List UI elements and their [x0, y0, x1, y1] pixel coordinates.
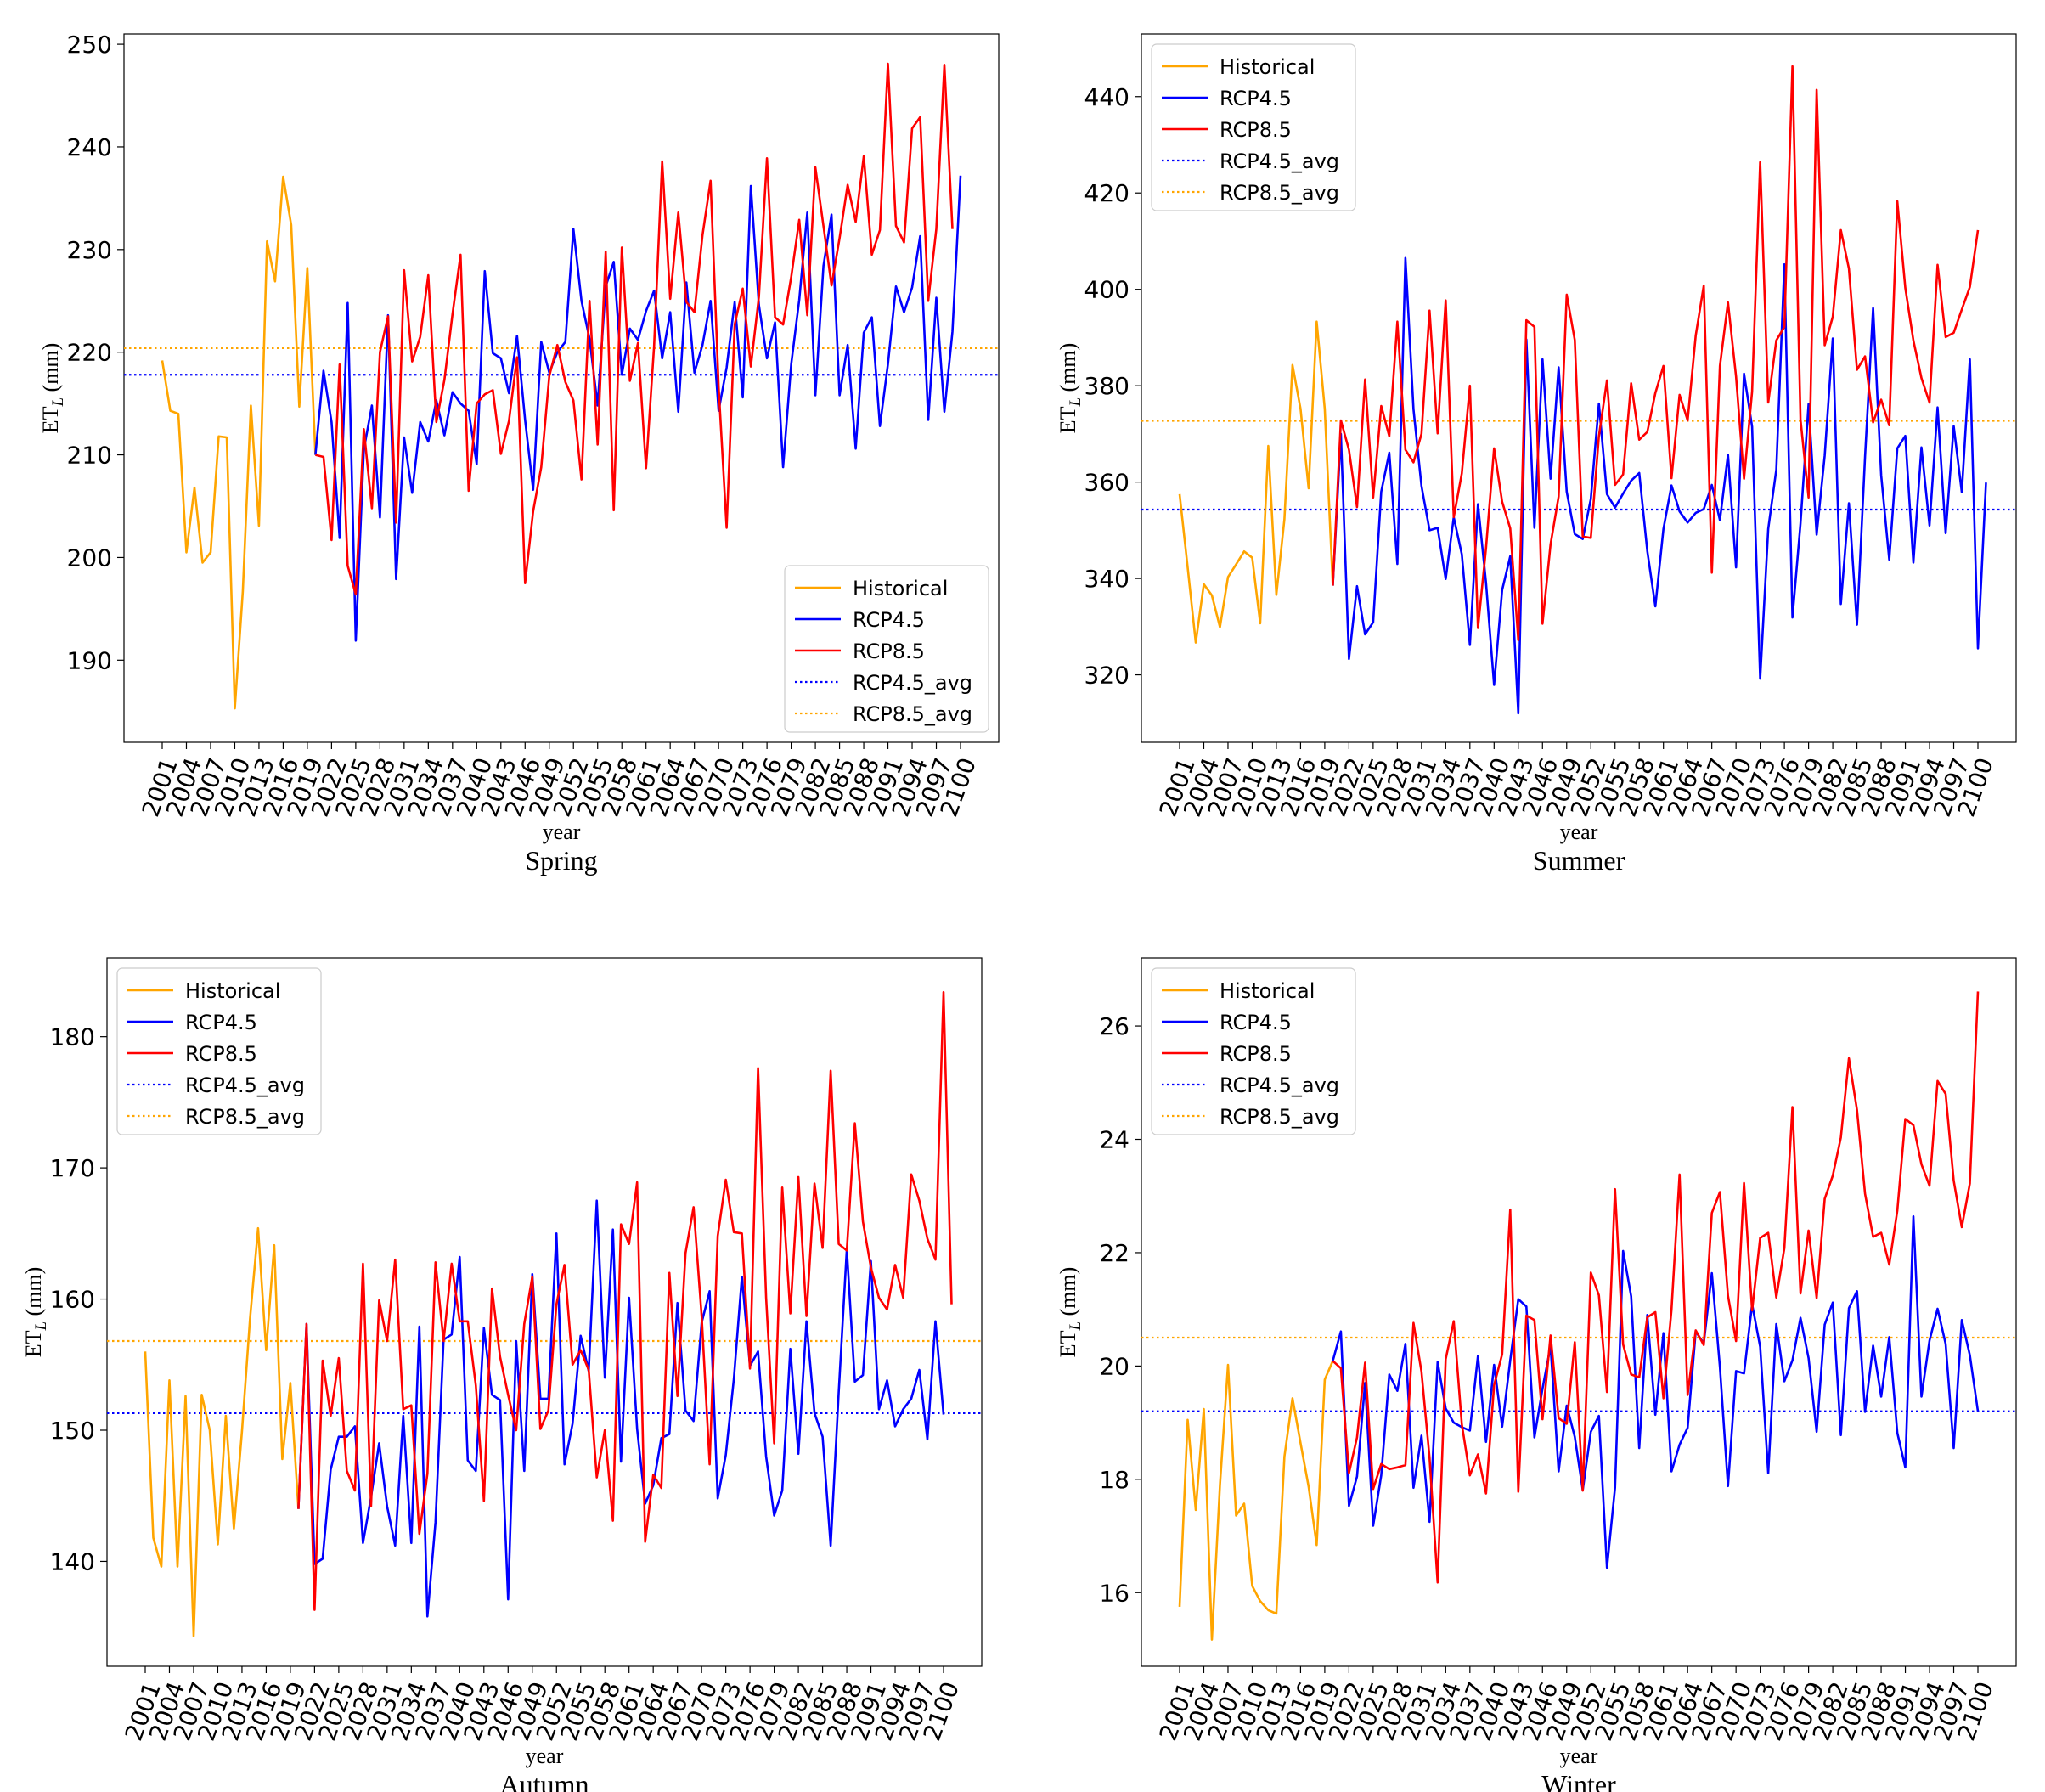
legend-entry: RCP8.5_avg: [1220, 181, 1339, 205]
y-tick-label: 160: [50, 1286, 95, 1314]
series-line-historical: [144, 1226, 300, 1637]
legend-frame: [784, 565, 989, 733]
legend-entry: RCP8.5_avg: [853, 702, 972, 726]
legend-entry: RCP8.5_avg: [1220, 1105, 1339, 1129]
y-tick-label: 420: [1084, 179, 1130, 207]
y-axis-label: ETL (mm): [1056, 343, 1084, 434]
y-tick-label: 230: [67, 236, 112, 264]
y-tick-label: 16: [1099, 1579, 1130, 1607]
y-tick-label: 400: [1084, 276, 1130, 304]
legend-entry: Historical: [1220, 979, 1315, 1003]
legend-entry: RCP4.5_avg: [185, 1074, 305, 1097]
legend-entry: Historical: [185, 979, 280, 1003]
y-tick-label: 220: [67, 339, 112, 367]
panel-autumn: 1401501601701802001200420072010201320162…: [21, 957, 983, 1792]
series-line-rcp85: [1332, 65, 1980, 642]
series-line-rcp45: [314, 175, 962, 642]
y-tick-label: 440: [1084, 83, 1130, 111]
x-axis-label: year: [1560, 820, 1598, 844]
legend-entry: RCP8.5_avg: [185, 1105, 305, 1129]
y-tick-label: 200: [67, 544, 112, 572]
y-tick-label: 26: [1099, 1012, 1130, 1040]
x-axis-label: year: [543, 820, 581, 844]
season-label: Winter: [1541, 1769, 1616, 1792]
y-tick-label: 210: [67, 442, 112, 470]
legend-entry: RCP4.5_avg: [1220, 1074, 1339, 1097]
y-axis-label: ETL (mm): [1056, 1267, 1084, 1358]
y-tick-label: 140: [50, 1547, 95, 1575]
series-line-rcp45: [1332, 256, 1987, 715]
legend-entry: Historical: [853, 577, 948, 600]
x-axis-label: year: [1560, 1744, 1598, 1768]
panel-winter: 1618202224262001200420072010201320162019…: [1056, 957, 2017, 1792]
y-tick-label: 320: [1084, 662, 1130, 690]
legend: Historical RCP4.5 RCP8.5 RCP4.5_avg RCP8.5_a…: [116, 967, 322, 1135]
y-tick-label: 150: [50, 1417, 95, 1445]
legend-frame: [1151, 967, 1356, 1135]
y-axis-label: ETL (mm): [38, 343, 67, 434]
series-line-rcp85: [297, 990, 953, 1611]
legend-entry: RCP4.5: [1220, 1011, 1292, 1034]
legend-entry: RCP4.5_avg: [853, 671, 972, 695]
y-tick-label: 24: [1099, 1126, 1130, 1154]
legend-frame: [1151, 43, 1356, 211]
series-line-rcp45: [297, 1199, 945, 1618]
legend: Historical RCP4.5 RCP8.5 RCP4.5_avg RCP8.5_a…: [1151, 43, 1356, 211]
y-tick-label: 240: [67, 133, 112, 161]
legend-entry: Historical: [1220, 55, 1315, 79]
y-tick-label: 360: [1084, 469, 1130, 497]
season-label: Summer: [1533, 845, 1625, 876]
legend: Historical RCP4.5 RCP8.5 RCP4.5_avg RCP8.5_a…: [784, 565, 989, 733]
legend-entry: RCP4.5_avg: [1220, 149, 1339, 173]
panel-summer: 3203403603804004204402001200420072010201…: [1056, 33, 2017, 876]
y-tick-label: 22: [1099, 1239, 1130, 1267]
legend-entry: RCP8.5: [1220, 118, 1292, 142]
legend-entry: RCP8.5: [185, 1042, 257, 1066]
legend-entry: RCP4.5: [185, 1011, 257, 1034]
legend-entry: RCP8.5: [1220, 1042, 1292, 1066]
y-tick-label: 380: [1084, 372, 1130, 400]
y-tick-label: 190: [67, 646, 112, 674]
y-tick-label: 170: [50, 1154, 95, 1182]
series-line-historical: [1178, 1360, 1334, 1641]
y-axis-label: ETL (mm): [21, 1267, 50, 1358]
y-tick-label: 20: [1099, 1352, 1130, 1380]
legend-entry: RCP4.5: [853, 608, 925, 632]
series-line-rcp45: [1332, 1214, 1980, 1569]
series-line-historical: [1178, 320, 1334, 644]
y-tick-label: 180: [50, 1023, 95, 1051]
legend-frame: [116, 967, 322, 1135]
legend: Historical RCP4.5 RCP8.5 RCP4.5_avg RCP8.5_a…: [1151, 967, 1356, 1135]
season-label: Spring: [525, 845, 597, 876]
season-label: Autumn: [500, 1769, 589, 1792]
legend-entry: RCP4.5: [1220, 87, 1292, 110]
legend-entry: RCP8.5: [853, 640, 925, 663]
series-line-historical: [161, 175, 317, 710]
y-tick-label: 18: [1099, 1466, 1130, 1494]
x-axis-label: year: [526, 1744, 564, 1768]
series-line-rcp85: [1332, 991, 1980, 1584]
series-line-rcp85: [315, 62, 954, 596]
y-tick-label: 250: [67, 31, 112, 59]
y-tick-label: 340: [1084, 565, 1130, 593]
panel-spring: 1902002102202302402502001200420072010201…: [38, 31, 1000, 876]
